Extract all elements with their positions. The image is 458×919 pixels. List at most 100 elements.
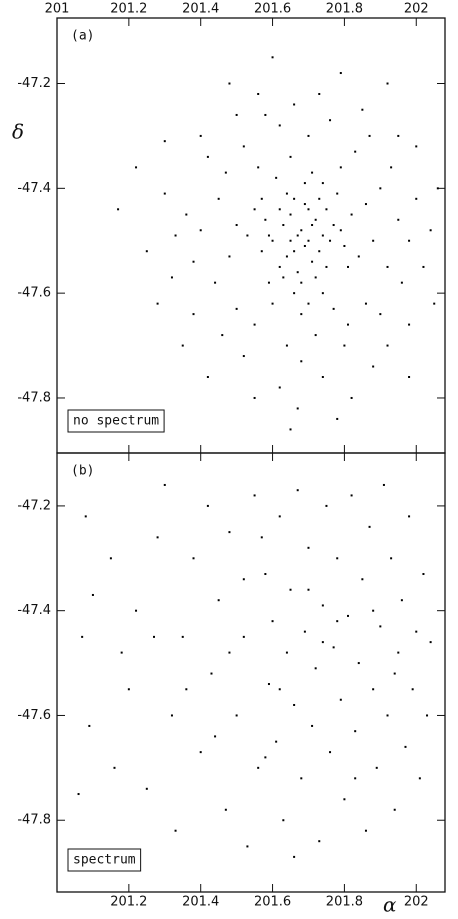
point bbox=[379, 313, 382, 316]
point bbox=[282, 276, 285, 279]
point bbox=[433, 302, 436, 305]
point bbox=[289, 239, 292, 242]
y-tick-label: -47.6 bbox=[17, 708, 51, 723]
point bbox=[350, 213, 353, 216]
point bbox=[228, 531, 231, 534]
y-tick-label: -47.8 bbox=[17, 813, 51, 828]
x-tick-label: 201.6 bbox=[254, 2, 291, 17]
point bbox=[386, 265, 389, 268]
point bbox=[278, 208, 281, 211]
point bbox=[174, 234, 177, 237]
point bbox=[314, 218, 317, 221]
point bbox=[275, 176, 278, 179]
point bbox=[318, 92, 321, 95]
point bbox=[242, 635, 245, 638]
y-tick-label: -47.2 bbox=[17, 76, 51, 91]
point bbox=[84, 515, 87, 518]
point bbox=[120, 651, 123, 654]
point bbox=[372, 609, 375, 612]
point bbox=[127, 688, 130, 691]
point bbox=[242, 578, 245, 581]
point bbox=[278, 124, 281, 127]
point bbox=[307, 546, 310, 549]
point bbox=[307, 302, 310, 305]
point bbox=[318, 840, 321, 843]
point bbox=[253, 208, 256, 211]
point bbox=[293, 703, 296, 706]
point bbox=[368, 525, 371, 528]
point bbox=[264, 573, 267, 576]
point bbox=[296, 271, 299, 274]
point bbox=[350, 494, 353, 497]
point bbox=[257, 166, 260, 169]
point bbox=[278, 688, 281, 691]
x-tick-label: 202 bbox=[404, 895, 429, 910]
point bbox=[285, 255, 288, 258]
point bbox=[163, 192, 166, 195]
point bbox=[217, 197, 220, 200]
point bbox=[224, 808, 227, 811]
y-tick-label: -47.2 bbox=[17, 498, 51, 513]
point bbox=[422, 573, 425, 576]
point bbox=[285, 192, 288, 195]
point bbox=[393, 672, 396, 675]
point bbox=[418, 777, 421, 780]
point bbox=[135, 166, 138, 169]
point bbox=[314, 334, 317, 337]
point bbox=[235, 714, 238, 717]
point bbox=[260, 250, 263, 253]
point bbox=[350, 396, 353, 399]
point bbox=[156, 302, 159, 305]
point bbox=[336, 417, 339, 420]
point bbox=[393, 808, 396, 811]
point bbox=[285, 651, 288, 654]
point bbox=[339, 72, 342, 75]
point bbox=[311, 171, 314, 174]
point bbox=[296, 407, 299, 410]
point bbox=[325, 208, 328, 211]
point bbox=[282, 224, 285, 227]
point bbox=[192, 260, 195, 263]
point bbox=[88, 724, 91, 727]
point bbox=[311, 260, 314, 263]
point bbox=[185, 688, 188, 691]
point bbox=[156, 536, 159, 539]
point bbox=[278, 265, 281, 268]
point bbox=[113, 766, 116, 769]
point bbox=[318, 197, 321, 200]
point bbox=[181, 344, 184, 347]
point bbox=[318, 250, 321, 253]
point bbox=[253, 396, 256, 399]
point bbox=[436, 187, 439, 190]
point bbox=[300, 229, 303, 232]
point bbox=[135, 609, 138, 612]
point bbox=[289, 213, 292, 216]
point bbox=[343, 798, 346, 801]
point bbox=[174, 829, 177, 832]
point bbox=[329, 751, 332, 754]
point bbox=[77, 793, 80, 796]
point bbox=[300, 777, 303, 780]
point bbox=[271, 302, 274, 305]
point bbox=[372, 365, 375, 368]
point bbox=[260, 536, 263, 539]
point bbox=[303, 244, 306, 247]
point bbox=[415, 630, 418, 633]
point bbox=[264, 756, 267, 759]
point bbox=[343, 344, 346, 347]
x-tick-label: 201.2 bbox=[110, 2, 147, 17]
point bbox=[145, 250, 148, 253]
point bbox=[153, 635, 155, 638]
point bbox=[357, 662, 360, 665]
point bbox=[364, 302, 367, 305]
point bbox=[386, 714, 389, 717]
point bbox=[271, 56, 274, 59]
point bbox=[163, 483, 166, 486]
point bbox=[397, 134, 400, 137]
point bbox=[307, 239, 310, 242]
y-tick-label: -47.4 bbox=[17, 603, 51, 618]
point bbox=[228, 255, 231, 258]
point bbox=[354, 150, 357, 153]
point bbox=[390, 166, 393, 169]
